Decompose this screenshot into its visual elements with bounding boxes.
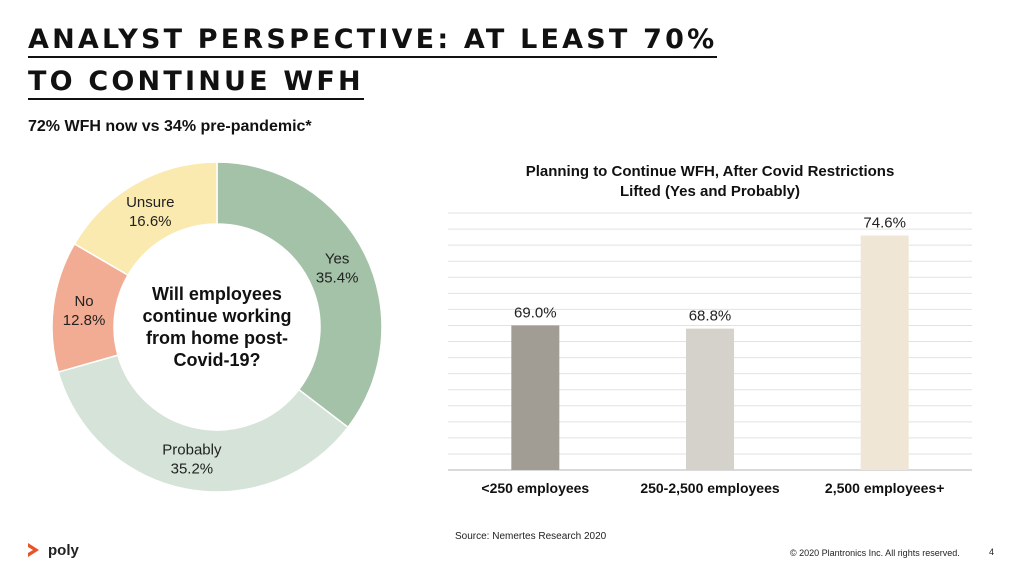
bar-chart-title-line: Lifted (Yes and Probably) bbox=[620, 183, 800, 200]
donut-slice-probably bbox=[57, 354, 350, 493]
donut-center-title-line: continue working bbox=[142, 306, 291, 326]
bar-value-label: 69.0% bbox=[514, 304, 557, 321]
donut-slice-unsure bbox=[73, 161, 218, 277]
bar-category-label: <250 employees bbox=[481, 480, 589, 496]
poly-logo-icon bbox=[28, 543, 39, 557]
donut-label-unsure: Unsure bbox=[126, 194, 174, 211]
bar-chart: Planning to Continue WFH, After Covid Re… bbox=[448, 163, 972, 496]
source-note: Source: Nemertes Research 2020 bbox=[455, 531, 607, 542]
donut-chart: Yes 35.4% Probably 35.2% No 12.8% Unsure 16.6% W… bbox=[51, 161, 383, 493]
poly-logo-mark bbox=[28, 543, 39, 557]
copyright-notice: © 2020 Plantronics Inc. All rights reser… bbox=[790, 548, 960, 558]
donut-value-probably: 35.2% bbox=[171, 461, 214, 478]
bar-category-label: 250-2,500 employees bbox=[640, 480, 780, 496]
bar-chart-title-line: Planning to Continue WFH, After Covid Re… bbox=[526, 163, 895, 180]
poly-logo: poly bbox=[24, 540, 79, 560]
slide-title-line-2: TO CONTINUE WFH bbox=[28, 66, 364, 100]
page-number: 4 bbox=[989, 547, 995, 557]
donut-slice-yes bbox=[216, 161, 383, 429]
donut-center-title-line: Covid-19? bbox=[173, 350, 260, 370]
bar-value-label: 74.6% bbox=[863, 214, 906, 231]
bar bbox=[686, 328, 734, 470]
donut-label-probably: Probably bbox=[162, 442, 222, 459]
donut-value-no: 12.8% bbox=[63, 312, 106, 329]
bar-category-label: 2,500 employees+ bbox=[825, 480, 944, 496]
bar bbox=[860, 235, 909, 470]
donut-value-yes: 35.4% bbox=[316, 270, 359, 287]
donut-label-no: No bbox=[74, 293, 93, 310]
donut-center-title-line: Will employees bbox=[152, 284, 282, 304]
slide-title-line-1: ANALYST PERSPECTIVE: AT LEAST 70% bbox=[28, 24, 718, 58]
donut-label-yes: Yes bbox=[325, 251, 349, 268]
bar-value-label: 68.8% bbox=[689, 308, 732, 325]
donut-value-unsure: 16.6% bbox=[129, 213, 172, 230]
slide-subtitle: 72% WFH now vs 34% pre-pandemic* bbox=[28, 118, 312, 135]
bar bbox=[511, 325, 560, 470]
poly-logo-text: poly bbox=[48, 541, 79, 559]
donut-center-title-line: from home post- bbox=[146, 328, 288, 348]
